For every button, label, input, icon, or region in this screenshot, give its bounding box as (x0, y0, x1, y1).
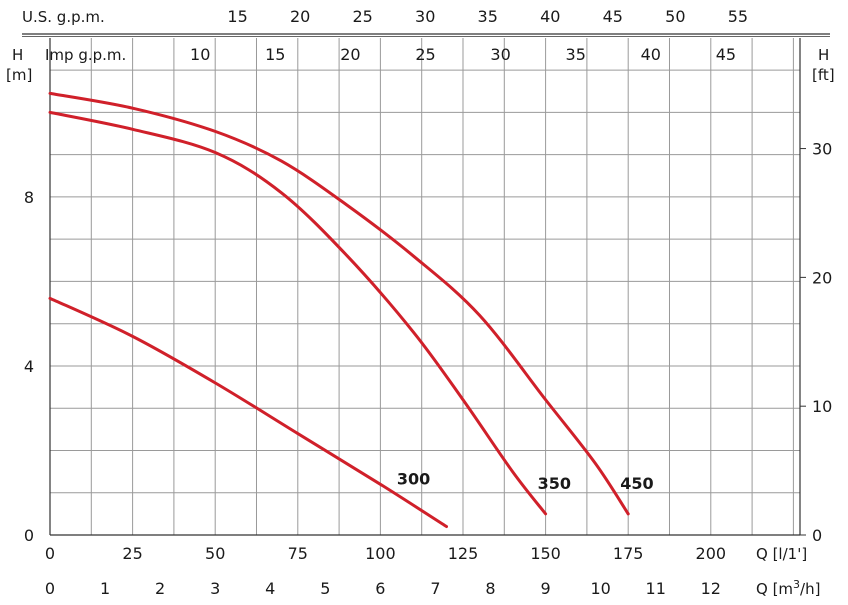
tick-label-impgpm: 20 (340, 45, 360, 64)
tick-label-lpm: 0 (45, 544, 55, 563)
tick-label-usgpm: 25 (352, 7, 372, 26)
tick-label-usgpm: 35 (478, 7, 498, 26)
top-impgpm-axis-label: Imp g.p.m. (45, 46, 126, 64)
m3h-label-sup: 3 (793, 578, 800, 591)
tick-label-usgpm: 55 (728, 7, 748, 26)
tick-label-m3h: 11 (646, 579, 666, 598)
tick-label-m3h: 10 (590, 579, 610, 598)
plot-frame (22, 33, 830, 536)
tick-label-impgpm: 15 (265, 45, 285, 64)
tick-label-lpm: 125 (448, 544, 479, 563)
tick-label-impgpm: 45 (716, 45, 736, 64)
tick-label-lpm: 100 (365, 544, 396, 563)
tick-label-impgpm: 40 (641, 45, 661, 64)
tick-label-ft: 0 (812, 526, 822, 545)
tick-label-lpm: 200 (696, 544, 727, 563)
tick-label-usgpm: 40 (540, 7, 560, 26)
tick-label-lpm: 25 (122, 544, 142, 563)
bottom-m3h-axis-label: Q [m3/h] (756, 578, 820, 598)
right-axis-h-label: H (818, 46, 829, 64)
curve-350 (48, 110, 548, 516)
tick-label-ft: 30 (812, 140, 832, 159)
tick-label-m: 4 (24, 357, 34, 376)
bottom-lpm-axis-label: Q [l/1'] (756, 545, 807, 563)
tick-label-m3h: 3 (210, 579, 220, 598)
m3h-label-prefix: Q [m (756, 580, 793, 598)
tick-label-m3h: 9 (541, 579, 551, 598)
tick-label-lpm: 150 (530, 544, 561, 563)
tick-label-m3h: 1 (100, 579, 110, 598)
tick-label-lpm: 175 (613, 544, 644, 563)
tick-label-m3h: 4 (265, 579, 275, 598)
curve-300 (48, 296, 448, 529)
tick-label-lpm: 50 (205, 544, 225, 563)
m3h-label-suffix: /h] (800, 580, 820, 598)
tick-label-m3h: 5 (320, 579, 330, 598)
tick-label-impgpm: 10 (190, 45, 210, 64)
curve-label-350: 350 (538, 474, 571, 493)
curves: 300 350 450 (48, 91, 654, 529)
tick-label-m3h: 12 (701, 579, 721, 598)
tick-label-lpm: 75 (288, 544, 308, 563)
tick-label-m3h: 8 (485, 579, 495, 598)
tick-label-m: 0 (24, 526, 34, 545)
tick-label-m3h: 6 (375, 579, 385, 598)
tick-label-m3h: 7 (430, 579, 440, 598)
tick-label-usgpm: 20 (290, 7, 310, 26)
tick-label-impgpm: 30 (490, 45, 510, 64)
curve-label-300: 300 (397, 469, 430, 488)
tick-label-ft: 20 (812, 268, 832, 287)
curve-label-450: 450 (620, 474, 653, 493)
left-axis-unit-label: [m] (6, 66, 32, 84)
left-axis-h-label: H (12, 46, 23, 64)
tick-label-usgpm: 45 (603, 7, 623, 26)
tick-label-ft: 10 (812, 397, 832, 416)
tick-label-impgpm: 35 (566, 45, 586, 64)
tick-label-m3h: 0 (45, 579, 55, 598)
tick-label-m3h: 2 (155, 579, 165, 598)
tick-label-usgpm: 30 (415, 7, 435, 26)
tick-label-m: 8 (24, 188, 34, 207)
curve-450 (48, 91, 630, 516)
tick-label-impgpm: 25 (415, 45, 435, 64)
tick-label-usgpm: 15 (227, 7, 247, 26)
tick-label-usgpm: 50 (665, 7, 685, 26)
right-axis-unit-label: [ft] (812, 66, 835, 84)
grid (50, 38, 800, 535)
top-usgpm-axis-label: U.S. g.p.m. (22, 8, 105, 26)
